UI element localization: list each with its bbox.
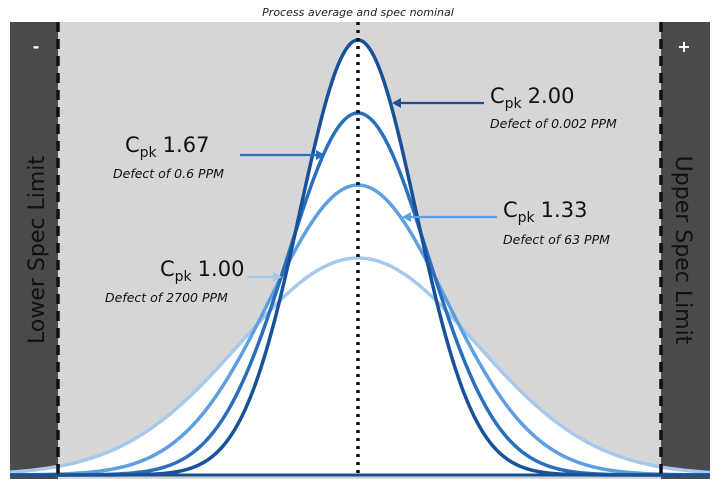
curve-cpk-1-33 [9,183,711,477]
defect-label-1-33: Defect of 63 PPM [503,232,610,247]
cpk-label-2-00: Cpk 2.00 [490,84,574,112]
defect-label-1-00: Defect of 2700 PPM [105,290,228,305]
arrow-cpk-2-00 [392,98,484,108]
cpk-label-1-67: Cpk 1.67 [125,133,209,161]
below-lower-limit-region [10,22,58,479]
above-upper-limit-region [661,22,710,479]
cpk-label-1-00: Cpk 1.00 [160,257,244,285]
arrow-cpk-1-67 [240,150,325,160]
cpk-label-1-33: Cpk 1.33 [503,198,587,226]
defect-label-2-00: Defect of 0.002 PPM [490,116,617,131]
annotation-arrows [240,98,497,282]
lower-spec-limit-label: Lower Spec Limit [25,156,50,344]
defect-label-1-67: Defect of 0.6 PPM [113,166,224,181]
upper-spec-limit-label: Upper Spec Limit [670,156,695,345]
curve-cpk-1-00 [9,256,711,475]
arrow-cpk-1-33 [402,212,497,222]
plus-sign: + [677,37,690,56]
diagram-title: Process average and spec nominal [262,6,454,19]
minus-sign: - [33,37,40,56]
arrow-cpk-1-00 [247,272,282,282]
